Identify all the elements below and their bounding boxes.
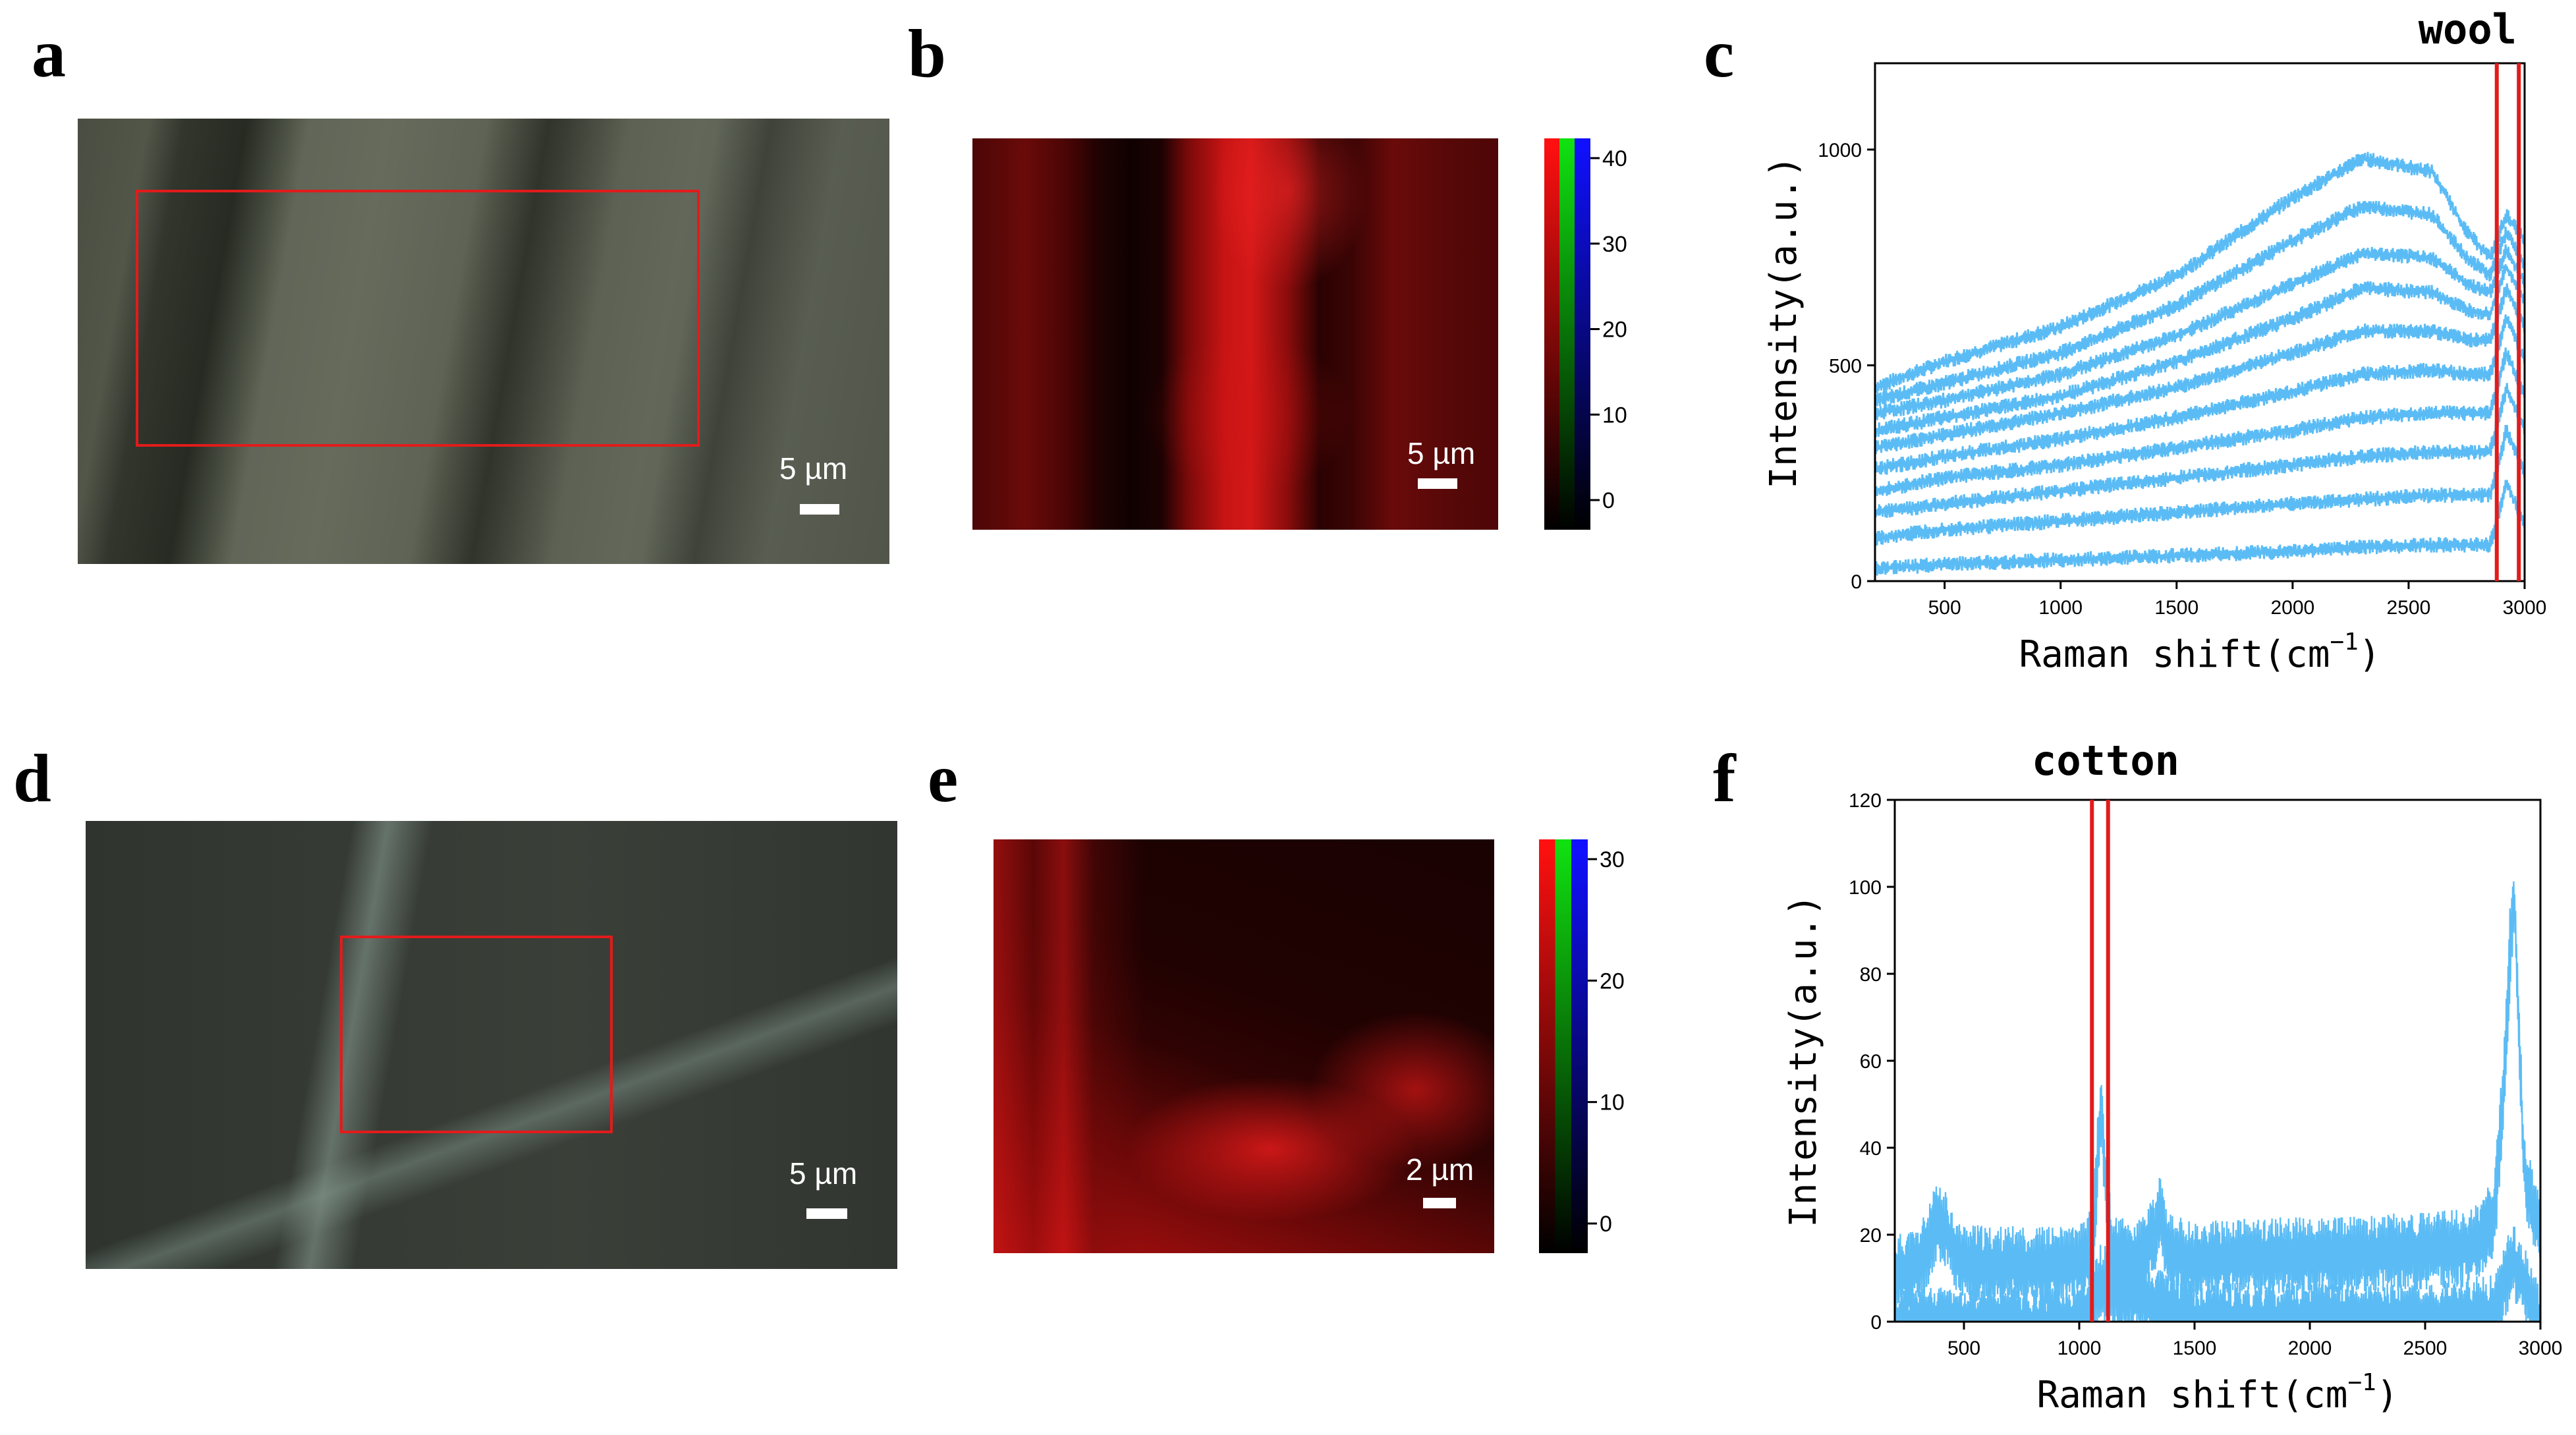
roi-rectangle-a	[136, 190, 700, 447]
chart-c-y-tick-label-2: 1000	[1818, 140, 1862, 161]
scale-label-b: 5 µm	[1407, 436, 1476, 470]
chart-c: 500 1000 1500 2000 2500 3000 0 500 1000 wool Raman…	[1762, 5, 2546, 676]
chart-c-x-axis-label: Raman shift(cm−1)	[2019, 629, 2380, 676]
chart-f-x-tick-label-2: 1500	[2173, 1337, 2217, 1359]
chart-f-x-axis-label-sup: −1	[2347, 1369, 2376, 1396]
chart-f-y-axis-label: Intensity(a.u.)	[1782, 894, 1825, 1227]
chart-c-x-tick-label-3: 2000	[2270, 597, 2314, 619]
chart-c-x-tick-label-5: 3000	[2503, 597, 2547, 619]
chart-f-x-tick-label-0: 500	[1947, 1337, 1980, 1359]
chart-c-title: wool	[2419, 5, 2517, 53]
chart-f-x-tick-label-3: 2000	[2288, 1337, 2332, 1359]
chart-f-x-axis-label-close: )	[2376, 1374, 2399, 1417]
scale-bar-e	[1423, 1198, 1456, 1208]
roi-rectangle-d	[340, 936, 613, 1133]
chart-c-x-axis-label-sup: −1	[2330, 629, 2358, 656]
chart-f-title: cotton	[2032, 737, 2179, 785]
chart-f-plot-area	[1895, 881, 2540, 1322]
chart-f-y-tick-label-2: 40	[1860, 1138, 1882, 1160]
raman-map-e: 2 µm	[994, 839, 1494, 1253]
chart-c-x-axis-label-main: Raman shift	[2019, 633, 2263, 676]
colorbar-b	[1544, 138, 1590, 530]
chart-f-series-1	[1895, 1226, 2540, 1322]
chart-c-x-tick-label-1: 1000	[2038, 597, 2083, 619]
chart-c-x-axis-label-unit: (cm	[2263, 633, 2330, 676]
chart-c-y-tick-label-0: 0	[1851, 571, 1862, 593]
chart-f-x-tick-label-4: 2500	[2403, 1337, 2448, 1359]
chart-f-y-tick-label-5: 100	[1849, 877, 1882, 899]
chart-c-series-9	[1875, 480, 2525, 576]
chart-f-x-axis-label-main: Raman shift	[2036, 1374, 2281, 1417]
panel-letter-c: c	[1704, 16, 1735, 92]
scale-label-a: 5 µm	[779, 451, 848, 486]
chart-f-x-axis-label-unit: (cm	[2281, 1374, 2347, 1417]
scale-label-d: 5 µm	[789, 1156, 858, 1191]
chart-c-x-axis-label-close: )	[2359, 633, 2381, 676]
panel-letter-a: a	[32, 16, 66, 92]
chart-c-series-5	[1875, 314, 2525, 475]
chart-c-y-axis-label: Intensity(a.u.)	[1762, 155, 1805, 489]
chart-c-x-tick-label-2: 1500	[2154, 597, 2198, 619]
chart-c-plot-area	[1875, 152, 2525, 576]
chart-c-frame	[1874, 62, 2526, 582]
panel-letter-e: e	[928, 741, 959, 816]
panel-letter-f: f	[1713, 741, 1736, 816]
panel-letter-b: b	[908, 16, 946, 92]
panel-letter-d: d	[13, 741, 51, 816]
chart-c-series-7	[1875, 383, 2525, 518]
scale-label-e: 2 µm	[1406, 1152, 1474, 1187]
chart-c-series-4	[1875, 283, 2525, 455]
chart-c-series-6	[1875, 347, 2525, 496]
chart-c-series-8	[1875, 425, 2525, 546]
chart-f-y-tick-label-3: 60	[1860, 1051, 1882, 1073]
micrograph-a: 5 µm	[78, 119, 889, 564]
chart-f-series-0	[1895, 881, 2540, 1310]
chart-c-x-tick-label-4: 2500	[2387, 597, 2431, 619]
chart-c-series-2	[1875, 244, 2525, 420]
chart-f-x-tick-label-1: 1000	[2058, 1337, 2102, 1359]
micrograph-d: 5 µm	[86, 821, 897, 1269]
chart-c-x-tick-label-0: 500	[1928, 597, 1961, 619]
scale-bar-d	[806, 1208, 847, 1219]
chart-f-x-tick-label-5: 3000	[2519, 1337, 2563, 1359]
chart-c-series-3	[1875, 264, 2525, 437]
chart-c-y-tick-label-1: 500	[1829, 356, 1862, 378]
chart-f: 500 1000 1500 2000 2500 3000 0 20 40 60 80 100 120 co…	[1782, 737, 2562, 1417]
colorbar-e	[1539, 839, 1588, 1253]
chart-f-x-axis-label: Raman shift(cm−1)	[2036, 1369, 2398, 1417]
chart-f-y-tick-label-6: 120	[1849, 790, 1882, 812]
scale-bar-b	[1418, 478, 1457, 489]
chart-f-y-tick-label-1: 20	[1860, 1225, 1882, 1247]
chart-c-series-0	[1875, 152, 2525, 393]
chart-f-y-tick-label-0: 0	[1870, 1312, 1882, 1334]
chart-c-series-1	[1875, 200, 2525, 407]
chart-f-y-tick-label-4: 80	[1860, 964, 1882, 986]
raman-map-b: 5 µm	[972, 138, 1498, 530]
scale-bar-a	[800, 504, 839, 515]
